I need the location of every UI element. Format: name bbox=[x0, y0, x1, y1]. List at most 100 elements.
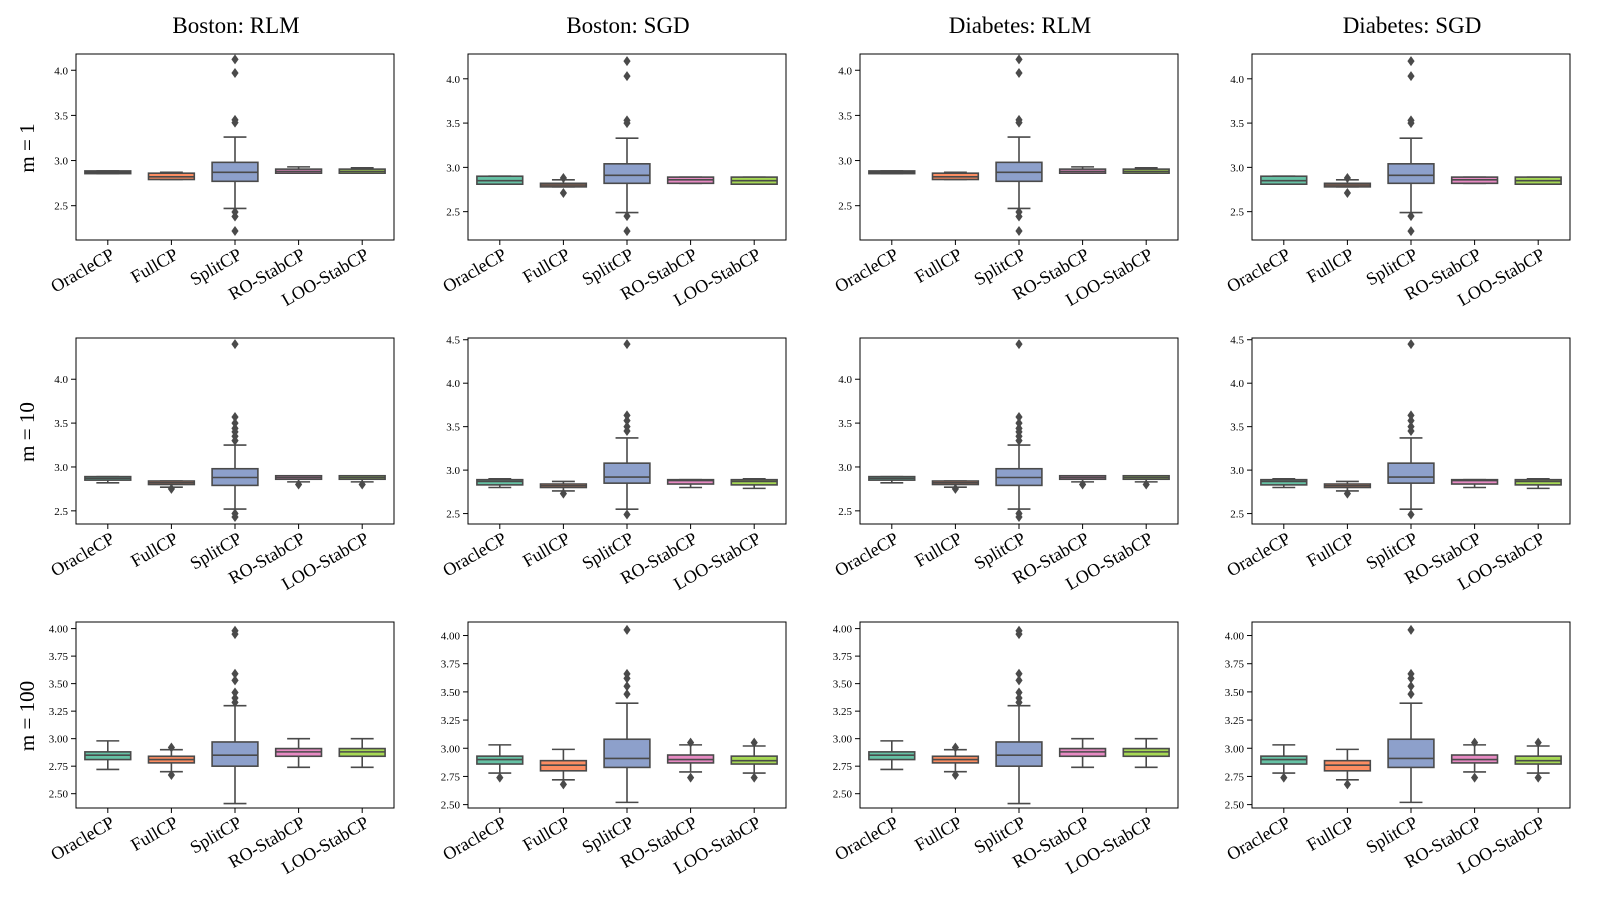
y-tick-label: 4.0 bbox=[838, 374, 852, 386]
y-tick-label: 2.5 bbox=[1230, 207, 1244, 219]
outlier-splitcp bbox=[1407, 415, 1415, 426]
outlier-splitcp bbox=[1015, 423, 1023, 434]
outlier-splitcp bbox=[231, 668, 239, 679]
outlier-splitcp bbox=[623, 115, 631, 126]
plot-frame bbox=[75, 621, 395, 809]
plot-frame bbox=[1251, 53, 1571, 241]
y-tick-label: 3.75 bbox=[1225, 659, 1245, 671]
y-tick-label: 3.25 bbox=[49, 706, 69, 718]
outlier-splitcp bbox=[231, 692, 239, 703]
y-tick-label: 4.0 bbox=[1230, 74, 1244, 86]
box-splitcp bbox=[1387, 738, 1435, 769]
box-splitcp bbox=[603, 163, 651, 185]
outlier-splitcp bbox=[623, 421, 631, 432]
plot-frame bbox=[859, 53, 1179, 241]
outlier-loo-stabcp bbox=[358, 479, 366, 490]
outlier-fullcp bbox=[559, 779, 567, 790]
y-tick-label: 3.0 bbox=[446, 465, 460, 477]
outlier-splitcp bbox=[1407, 509, 1415, 520]
outlier-splitcp bbox=[623, 624, 631, 635]
outlier-splitcp bbox=[1015, 411, 1023, 422]
plot-frame bbox=[467, 337, 787, 525]
outlier-splitcp bbox=[1407, 226, 1415, 237]
y-tick-label: 2.50 bbox=[441, 800, 461, 812]
y-tick-label: 3.0 bbox=[838, 462, 852, 474]
y-tick-label: 3.0 bbox=[54, 462, 68, 474]
outlier-splitcp bbox=[623, 226, 631, 237]
outlier-splitcp bbox=[623, 71, 631, 82]
outlier-oraclecp bbox=[1280, 772, 1288, 783]
y-tick-label: 2.50 bbox=[833, 789, 853, 801]
box-splitcp bbox=[211, 741, 259, 767]
outlier-splitcp bbox=[1407, 410, 1415, 421]
outlier-splitcp bbox=[1015, 114, 1023, 125]
outlier-fullcp bbox=[559, 488, 567, 499]
y-tick-label: 3.5 bbox=[54, 418, 68, 430]
outlier-ro-stabcp bbox=[1471, 772, 1479, 783]
y-tick-label: 4.5 bbox=[446, 335, 460, 347]
box-loo-stabcp bbox=[1514, 478, 1562, 486]
outlier-splitcp bbox=[623, 689, 631, 700]
plot-frame bbox=[1251, 337, 1571, 525]
outlier-ro-stabcp bbox=[295, 479, 303, 490]
outlier-splitcp bbox=[1407, 211, 1415, 222]
outlier-splitcp bbox=[623, 681, 631, 692]
y-tick-label: 4.0 bbox=[54, 374, 68, 386]
y-tick-label: 3.50 bbox=[833, 679, 853, 691]
y-tick-label: 3.0 bbox=[54, 156, 68, 168]
row-label-m-10: m = 10 bbox=[15, 402, 39, 462]
y-tick-label: 3.0 bbox=[1230, 465, 1244, 477]
column-title-boston-rlm: Boston: RLM bbox=[172, 13, 299, 38]
outlier-splitcp bbox=[1407, 115, 1415, 126]
y-tick-label: 4.0 bbox=[54, 65, 68, 77]
y-tick-label: 2.5 bbox=[54, 201, 68, 213]
outlier-splitcp bbox=[1407, 56, 1415, 67]
box-splitcp bbox=[603, 462, 651, 484]
y-tick-label: 2.5 bbox=[446, 207, 460, 219]
outlier-splitcp bbox=[1015, 511, 1023, 522]
box-splitcp bbox=[603, 738, 651, 769]
outlier-splitcp bbox=[623, 211, 631, 222]
outlier-loo-stabcp bbox=[1142, 479, 1150, 490]
outlier-ro-stabcp bbox=[687, 772, 695, 783]
y-tick-label: 3.25 bbox=[441, 715, 461, 727]
y-tick-label: 3.25 bbox=[1225, 715, 1245, 727]
outlier-splitcp bbox=[1407, 421, 1415, 432]
outlier-splitcp bbox=[1015, 67, 1023, 78]
y-tick-label: 2.5 bbox=[838, 506, 852, 518]
y-tick-label: 2.5 bbox=[1230, 509, 1244, 521]
outlier-ro-stabcp bbox=[1079, 479, 1087, 490]
outlier-splitcp bbox=[1015, 668, 1023, 679]
y-tick-label: 3.50 bbox=[441, 687, 461, 699]
y-tick-label: 3.00 bbox=[1225, 743, 1245, 755]
outlier-fullcp bbox=[167, 742, 175, 753]
y-tick-label: 4.00 bbox=[833, 624, 853, 636]
outlier-splitcp bbox=[1407, 339, 1415, 350]
outlier-fullcp bbox=[1343, 488, 1351, 499]
y-tick-label: 2.5 bbox=[838, 201, 852, 213]
column-title-diabetes-sgd: Diabetes: SGD bbox=[1343, 13, 1482, 38]
y-tick-label: 3.5 bbox=[838, 110, 852, 122]
outlier-splitcp bbox=[1015, 692, 1023, 703]
outlier-splitcp bbox=[231, 207, 239, 218]
outlier-splitcp bbox=[1015, 54, 1023, 65]
outlier-splitcp bbox=[623, 56, 631, 67]
outlier-splitcp bbox=[231, 114, 239, 125]
outlier-splitcp bbox=[231, 687, 239, 698]
outlier-splitcp bbox=[231, 675, 239, 686]
outlier-fullcp bbox=[951, 742, 959, 753]
box-ro-stabcp bbox=[666, 478, 715, 485]
y-tick-label: 3.5 bbox=[838, 418, 852, 430]
y-tick-label: 2.50 bbox=[1225, 800, 1245, 812]
outlier-oraclecp bbox=[496, 772, 504, 783]
outlier-splitcp bbox=[1015, 687, 1023, 698]
outlier-splitcp bbox=[231, 423, 239, 434]
outlier-splitcp bbox=[623, 668, 631, 679]
y-tick-label: 3.0 bbox=[446, 162, 460, 174]
outlier-splitcp bbox=[623, 410, 631, 421]
y-tick-label: 3.5 bbox=[1230, 118, 1244, 130]
plot-frame bbox=[75, 337, 395, 525]
outlier-splitcp bbox=[231, 511, 239, 522]
y-tick-label: 4.00 bbox=[49, 624, 69, 636]
y-tick-label: 3.00 bbox=[441, 743, 461, 755]
